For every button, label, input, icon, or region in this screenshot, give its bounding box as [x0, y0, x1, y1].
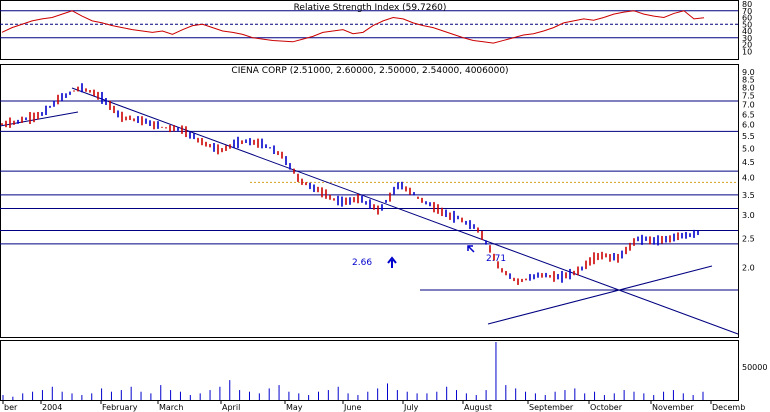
x-label-8: August [464, 403, 492, 412]
rsi-tick-30: 30 [742, 34, 752, 43]
price-tick-5.0: 5.0 [742, 144, 755, 153]
price-tick-labels: 9.08.58.07.57.06.5 6.0 5.5 5.0 4.5 4.0 3.5 3.0 2… [742, 68, 755, 273]
x-label-2: February [102, 403, 138, 412]
rsi-tick-10: 10 [742, 47, 752, 56]
price-tick-5.5: 5.5 [742, 132, 755, 141]
price-tick-6.0: 6.0 [742, 121, 755, 130]
rsi-tick-20: 20 [742, 41, 752, 50]
price-panel-frame [0, 64, 739, 338]
volume-bars [2, 342, 704, 400]
rsi-tick-60: 60 [742, 14, 752, 23]
volume-panel-frame [0, 340, 739, 401]
price-tick-9.0: 9.0 [742, 68, 755, 77]
price-tick-7.5: 7.5 [742, 92, 755, 101]
price-tick-8.5: 8.5 [742, 75, 755, 84]
price-tick-8.0: 8.0 [742, 83, 755, 92]
price-horizontal-levels [0, 100, 738, 245]
rsi-tick-50: 50 [742, 20, 752, 29]
x-label-9: September [529, 403, 574, 412]
x-label-4: April [222, 403, 240, 412]
rsi-tick-80: 80 [742, 0, 752, 9]
x-label-11: November [652, 403, 694, 412]
x-label-5: May [286, 403, 303, 412]
x-label-10: October [590, 403, 623, 412]
price-tick-4.5: 4.5 [742, 158, 755, 167]
annotation-266: 2.66 [352, 258, 372, 268]
rsi-line [1, 10, 705, 44]
x-label-12: Decemb [712, 403, 745, 412]
price-tick-2.0: 2.0 [742, 264, 755, 273]
x-axis-labels: ber 2004 February March April May June July Augu… [2, 400, 745, 412]
x-label-7: July [403, 403, 419, 412]
price-tick-2.5: 2.5 [742, 235, 755, 244]
price-tick-3.0: 3.0 [742, 211, 755, 220]
price-tick-3.5: 3.5 [742, 191, 755, 200]
annotation-271: 2.71 [486, 254, 506, 264]
volume-tick-label: 50000 [742, 363, 767, 372]
x-label-0: ber [4, 403, 18, 412]
rsi-panel-frame [0, 0, 739, 60]
diagonal-arrow-icon [467, 245, 475, 253]
uptrend-line [487, 265, 713, 325]
price-bars [1, 83, 699, 285]
price-title: CIENA CORP (2.51000, 2.60000, 2.50000, 2… [231, 66, 508, 76]
rsi-reference-lines [0, 10, 738, 39]
trendlines [0, 87, 739, 335]
price-tick-4.0: 4.0 [742, 173, 755, 182]
rsi-tick-40: 40 [742, 27, 752, 36]
x-label-3: March [159, 403, 183, 412]
rsi-title: Relative Strength Index (59.7260) [294, 3, 447, 13]
x-label-6: June [343, 403, 362, 412]
up-arrow-icon [387, 256, 397, 268]
price-tick-7.0: 7.0 [742, 101, 755, 110]
x-label-1: 2004 [42, 403, 62, 412]
rsi-tick-70: 70 [742, 7, 752, 16]
price-tick-6.5: 6.5 [742, 110, 755, 119]
early-trend-line [0, 111, 79, 127]
downtrend-line [71, 87, 739, 335]
